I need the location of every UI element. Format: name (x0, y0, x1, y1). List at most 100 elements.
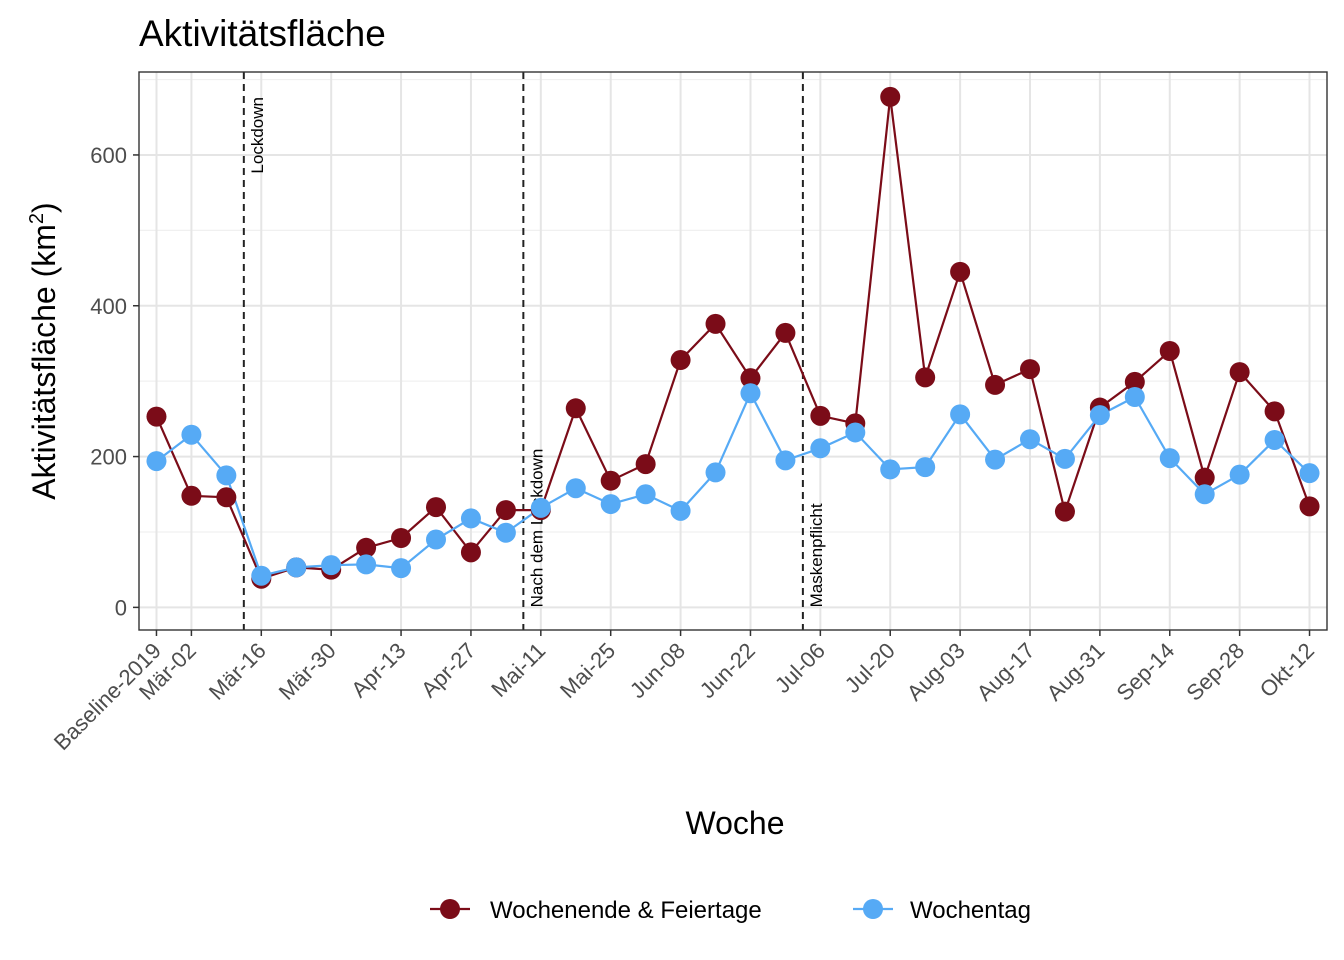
data-point (565, 478, 586, 499)
data-point (181, 485, 202, 506)
x-tick-label: Jul-20 (840, 638, 900, 698)
x-tick-label: Aug-31 (1042, 638, 1110, 706)
x-tick-label: Jul-06 (770, 638, 830, 698)
data-point (216, 487, 237, 508)
data-point (1229, 362, 1250, 383)
data-point (740, 383, 761, 404)
series-line (155, 96, 1311, 581)
data-point (705, 313, 726, 334)
data-point (1194, 484, 1215, 505)
data-point (1124, 371, 1145, 392)
event-label: Lockdown (248, 97, 267, 174)
x-tick-label: Jun-22 (695, 638, 760, 703)
data-point (286, 557, 307, 578)
data-point (1089, 405, 1110, 426)
data-point (1264, 401, 1285, 422)
data-point (216, 465, 237, 486)
data-point (880, 86, 901, 107)
data-point (460, 542, 481, 563)
x-tick-label: Mai-25 (555, 638, 620, 703)
plot-area: Lockdown Nach dem Lockdown Maskenpflicht (138, 71, 1328, 631)
x-tick-label: Apr-27 (416, 638, 480, 702)
data-point (1159, 341, 1180, 361)
data-point (426, 497, 446, 518)
event-label: Maskenpflicht (807, 503, 826, 607)
data-point (1264, 429, 1285, 450)
y-tick-label: 600 (90, 143, 127, 168)
grid (139, 72, 1327, 630)
data-point (810, 438, 831, 459)
legend-key-marker (863, 899, 883, 919)
x-tick-label: Mai-11 (486, 638, 550, 702)
data-point (740, 368, 761, 389)
x-tick-label: Sep-28 (1181, 638, 1249, 706)
chart-title: Aktivitätsfläche (139, 13, 386, 54)
data-point (391, 558, 412, 579)
data-point (635, 454, 656, 475)
y-axis: 0 200 400 600 (90, 143, 139, 620)
data-point (950, 404, 971, 425)
legend-key-marker (440, 899, 460, 919)
data-point (985, 449, 1006, 470)
y-axis-title: Aktivitätsfläche (km2) (26, 202, 62, 499)
data-point (356, 537, 377, 558)
y-tick-label: 0 (115, 595, 127, 620)
data-point (251, 565, 272, 586)
data-point (1299, 496, 1320, 517)
data-point (1124, 386, 1145, 407)
data-point (495, 500, 516, 521)
data-point (1020, 429, 1040, 450)
y-axis-title-sup: 2 (26, 213, 48, 224)
x-axis-title: Woche (685, 805, 784, 841)
y-tick-label: 200 (90, 445, 127, 470)
plot-border (138, 71, 1328, 631)
data-point (426, 529, 446, 550)
data-point (845, 422, 866, 443)
data-point (810, 405, 831, 426)
x-tick-label: Mär-30 (274, 638, 341, 705)
legend: Wochenende & Feiertage Wochentag (430, 897, 1031, 924)
data-point (880, 459, 901, 480)
data-point (495, 522, 516, 543)
data-point (985, 374, 1006, 395)
data-point (775, 322, 796, 343)
data-point (530, 497, 551, 518)
y-axis-title-main: Aktivitätsfläche (km (26, 224, 62, 500)
x-tick-label: Mär-16 (204, 638, 271, 705)
event-markers: Lockdown Nach dem Lockdown Maskenpflicht (242, 72, 826, 630)
legend-label: Wochenende & Feiertage (490, 897, 762, 924)
data-point (356, 554, 377, 575)
y-tick-label: 400 (90, 294, 127, 319)
data-point (670, 500, 691, 521)
data-point (181, 424, 202, 445)
data-point (1054, 448, 1075, 469)
event-label: Nach dem Lockdown (527, 449, 546, 608)
series-layer (146, 86, 1320, 589)
data-point (600, 494, 621, 515)
x-tick-label: Apr-13 (346, 638, 410, 702)
data-point (146, 406, 167, 427)
legend-label: Wochentag (910, 897, 1031, 924)
data-point (1054, 501, 1075, 522)
x-tick-label: Aug-17 (972, 638, 1040, 706)
x-tick-label: Okt-12 (1255, 638, 1319, 702)
data-point (1229, 464, 1250, 485)
data-point (1194, 467, 1215, 488)
data-point (775, 450, 796, 471)
x-tick-label: Jun-08 (625, 638, 690, 703)
series-line (155, 390, 1311, 578)
data-point (321, 555, 342, 576)
y-axis-title-end: ) (26, 202, 62, 213)
data-point (565, 398, 586, 419)
data-point (915, 367, 936, 388)
data-point (1299, 463, 1320, 484)
data-point (146, 451, 167, 472)
data-point (670, 350, 691, 371)
x-tick-label: Sep-14 (1111, 638, 1179, 706)
data-point (391, 528, 412, 549)
data-point (460, 508, 481, 529)
data-point (635, 484, 656, 505)
data-point (950, 261, 971, 282)
